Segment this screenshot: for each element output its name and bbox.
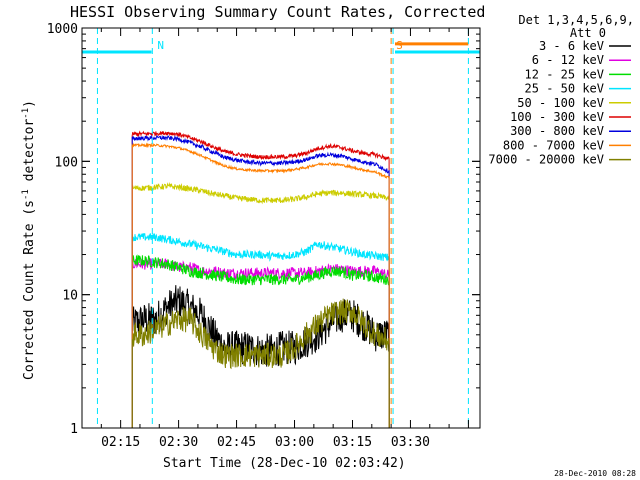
- legend-label: 800 - 7000 keV: [503, 138, 604, 152]
- series-line: [131, 134, 390, 428]
- x-tick-label: 03:30: [391, 435, 430, 450]
- series-line: [131, 233, 390, 428]
- chart-title: HESSI Observing Summary Count Rates, Cor…: [70, 3, 485, 21]
- legend-label: 100 - 300 keV: [510, 110, 604, 124]
- legend-label: 7000 - 20000 keV: [488, 153, 604, 167]
- legend-label: 3 - 6 keV: [539, 39, 604, 53]
- y-tick-label: 10: [62, 289, 78, 304]
- series-line: [131, 298, 390, 428]
- marker-label: N: [157, 39, 164, 52]
- y-axis-label: Corrected Count Rate (s-1 detector-1): [21, 100, 37, 380]
- legend-header-line-1: Det 1,3,4,5,6,9,: [518, 13, 634, 27]
- series-line: [131, 142, 390, 428]
- x-axis-label: Start Time (28-Dec-10 02:03:42): [163, 456, 406, 471]
- series-line: [131, 254, 390, 428]
- y-tick-label: 1: [70, 422, 78, 437]
- y-tick-label: 100: [55, 155, 78, 170]
- x-tick-label: 02:15: [101, 435, 140, 450]
- series-line: [131, 285, 390, 428]
- legend-label: 25 - 50 keV: [525, 82, 604, 96]
- x-axis: 02:15 02:30 02:45 03:00 03:15 03:30: [81, 28, 469, 450]
- x-tick-label: 02:30: [159, 435, 198, 450]
- footer-date: 28-Dec-2010 08:28: [554, 469, 636, 478]
- series-line: [131, 130, 390, 428]
- x-tick-label: 03:15: [333, 435, 372, 450]
- legend-label: 12 - 25 keV: [525, 67, 604, 81]
- series-line: [131, 182, 390, 428]
- x-tick-label: 02:45: [217, 435, 256, 450]
- legend-label: 300 - 800 keV: [510, 124, 604, 138]
- legend-header-line-2: Att 0: [570, 26, 606, 40]
- plot-frame: [81, 27, 481, 429]
- legend-label: 6 - 12 keV: [532, 53, 604, 67]
- marker-label: S: [396, 39, 403, 52]
- y-tick-label: 1000: [47, 22, 78, 37]
- y-axis: 1 10 100 1000: [47, 22, 480, 437]
- x-tick-label: 03:00: [275, 435, 314, 450]
- legend-label: 50 - 100 keV: [517, 96, 604, 110]
